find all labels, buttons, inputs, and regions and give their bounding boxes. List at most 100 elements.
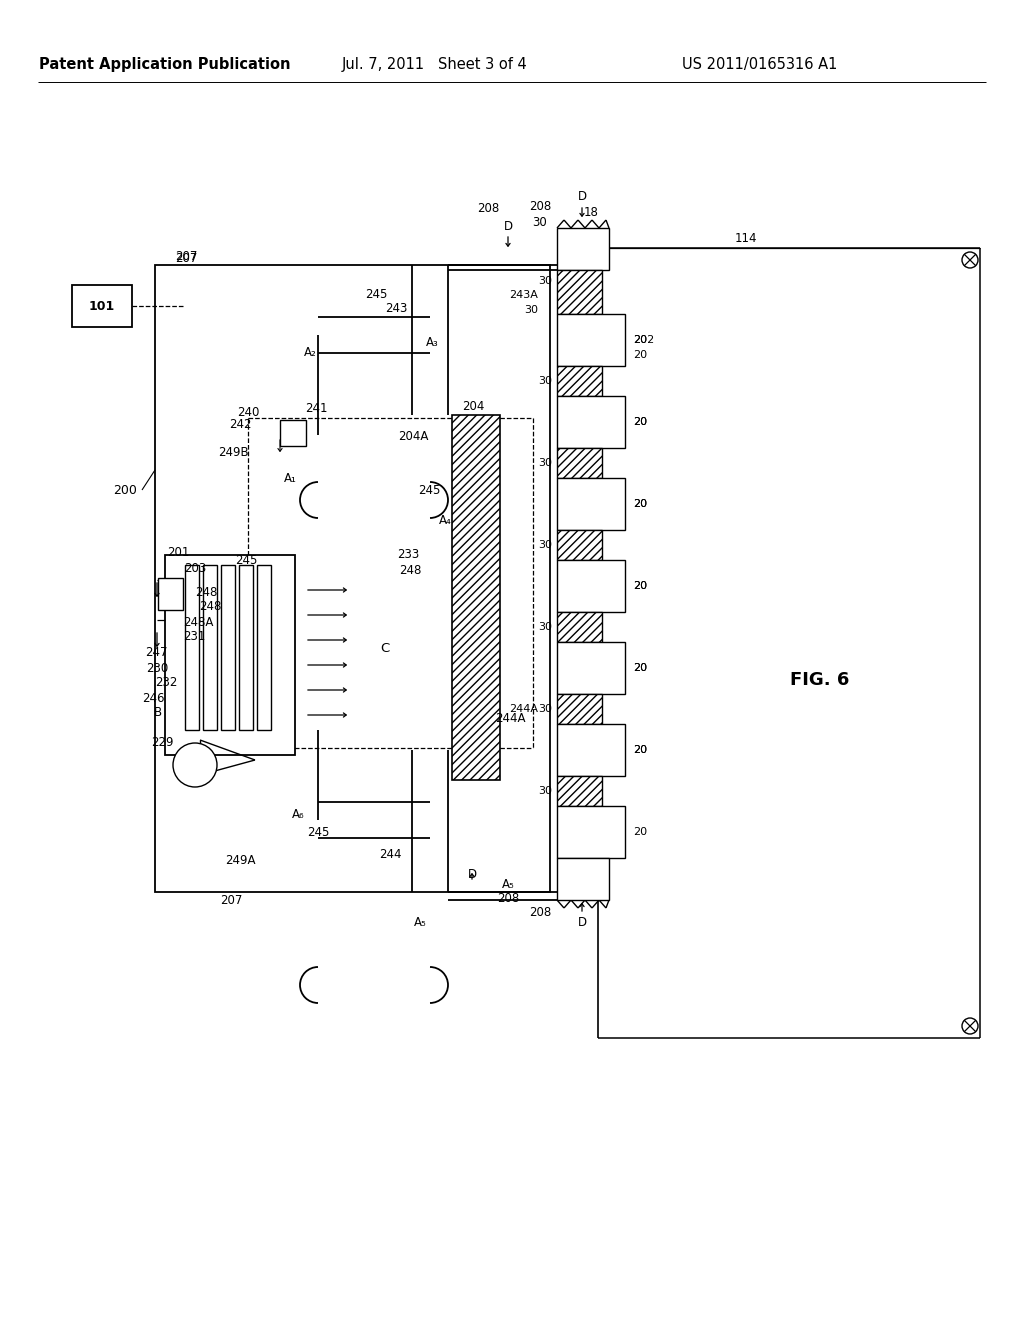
Text: 249A: 249A — [224, 854, 255, 866]
Bar — [280, 420, 306, 446]
Bar — [165, 554, 295, 755]
Text: A₄: A₄ — [438, 513, 452, 527]
Text: 202: 202 — [633, 335, 654, 345]
Bar — [185, 565, 199, 730]
Bar — [203, 565, 217, 730]
Text: 247: 247 — [145, 647, 168, 660]
Text: 201: 201 — [168, 545, 190, 558]
Text: 249B: 249B — [218, 446, 249, 458]
Bar — [452, 414, 500, 780]
Bar — [155, 265, 550, 892]
Text: A₅: A₅ — [414, 916, 426, 928]
Text: 242: 242 — [229, 418, 252, 432]
Text: 248: 248 — [200, 601, 222, 614]
Circle shape — [962, 1018, 978, 1034]
Text: 20: 20 — [633, 744, 647, 755]
Text: 18: 18 — [584, 206, 598, 219]
Text: 204A: 204A — [398, 429, 428, 442]
Text: 20: 20 — [633, 581, 647, 591]
Bar — [557, 612, 602, 642]
Circle shape — [962, 252, 978, 268]
Text: 30: 30 — [538, 622, 552, 632]
Text: 248A: 248A — [183, 616, 214, 630]
Text: 241: 241 — [305, 401, 328, 414]
Text: 240: 240 — [238, 405, 260, 418]
Bar — [557, 776, 602, 807]
Bar — [557, 807, 625, 858]
Bar — [557, 642, 625, 694]
Text: 233: 233 — [397, 549, 419, 561]
Bar — [158, 578, 183, 610]
Text: 200: 200 — [113, 483, 137, 496]
Text: 20: 20 — [633, 581, 647, 591]
Text: A₃: A₃ — [426, 335, 438, 348]
Text: A₅: A₅ — [502, 879, 514, 891]
Bar — [557, 447, 602, 478]
Text: 243A: 243A — [509, 290, 538, 300]
Text: US 2011/0165316 A1: US 2011/0165316 A1 — [682, 58, 838, 73]
Bar — [557, 560, 625, 612]
Circle shape — [173, 743, 217, 787]
Bar — [257, 565, 271, 730]
Bar — [557, 723, 625, 776]
Text: B: B — [154, 705, 162, 718]
Text: 203: 203 — [183, 561, 206, 574]
Text: 20: 20 — [633, 335, 647, 345]
Text: 207: 207 — [220, 894, 243, 907]
Text: 230: 230 — [145, 661, 168, 675]
Text: 208: 208 — [477, 202, 499, 214]
Bar — [557, 228, 609, 271]
Bar — [557, 531, 602, 560]
Text: FIG. 6: FIG. 6 — [791, 671, 850, 689]
Text: C: C — [380, 642, 389, 655]
Text: 204: 204 — [462, 400, 484, 412]
Text: 244: 244 — [379, 849, 401, 862]
Text: 30: 30 — [524, 305, 538, 315]
Text: 246: 246 — [142, 692, 165, 705]
Text: 232: 232 — [156, 676, 178, 689]
Text: 30: 30 — [538, 458, 552, 469]
Text: 208: 208 — [528, 201, 551, 214]
Text: 30: 30 — [532, 215, 548, 228]
Text: 20: 20 — [633, 828, 647, 837]
Text: 30: 30 — [538, 276, 552, 286]
Text: 207: 207 — [175, 251, 198, 264]
Text: A₆: A₆ — [292, 808, 304, 821]
Text: 244A: 244A — [509, 704, 538, 714]
Text: 245: 245 — [365, 289, 387, 301]
Text: 20: 20 — [633, 350, 647, 360]
Bar — [72, 285, 132, 327]
Bar — [221, 565, 234, 730]
Text: 20: 20 — [633, 417, 647, 426]
Bar — [557, 478, 625, 531]
Text: 20: 20 — [633, 499, 647, 510]
Text: 101: 101 — [89, 300, 115, 313]
Text: 30: 30 — [538, 540, 552, 550]
Text: D: D — [504, 219, 513, 232]
Bar — [557, 694, 602, 723]
Text: A₂: A₂ — [304, 346, 316, 359]
Text: A₁: A₁ — [284, 471, 296, 484]
Text: 20: 20 — [633, 417, 647, 426]
Text: Jul. 7, 2011   Sheet 3 of 4: Jul. 7, 2011 Sheet 3 of 4 — [342, 58, 528, 73]
Text: 229: 229 — [152, 735, 174, 748]
Text: 30: 30 — [538, 704, 552, 714]
Text: 20: 20 — [633, 663, 647, 673]
Text: 243: 243 — [385, 301, 408, 314]
Bar — [557, 396, 625, 447]
Text: Patent Application Publication: Patent Application Publication — [39, 58, 291, 73]
Text: 248: 248 — [398, 564, 421, 577]
Text: D: D — [467, 869, 476, 882]
Text: 30: 30 — [538, 785, 552, 796]
Text: 20: 20 — [633, 499, 647, 510]
Text: 208: 208 — [497, 891, 519, 904]
Text: 245: 245 — [234, 553, 257, 566]
Bar — [557, 314, 625, 366]
Bar — [557, 271, 602, 314]
Text: 244A: 244A — [495, 711, 525, 725]
Text: 114: 114 — [735, 231, 758, 244]
Text: 231: 231 — [182, 631, 205, 644]
Text: 248: 248 — [196, 586, 218, 598]
Text: 20: 20 — [633, 744, 647, 755]
Text: 208: 208 — [528, 906, 551, 919]
